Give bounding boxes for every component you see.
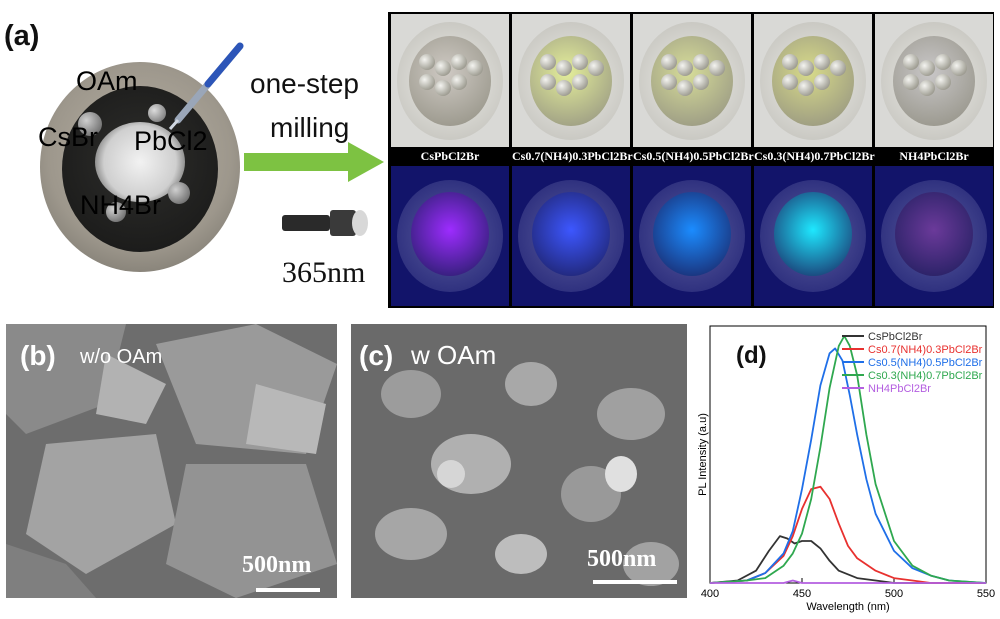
label-nh4br: NH4Br <box>80 190 162 220</box>
sample-photo-uv <box>754 166 872 306</box>
panel-b-label: (b) <box>20 340 56 371</box>
series-line <box>709 335 987 584</box>
sample-caption: Cs0.7(NH4)0.3PbCl2Br <box>512 147 633 165</box>
arrow-icon <box>244 142 384 182</box>
label-csbr: CsBr <box>38 122 98 152</box>
sample-photo-visible <box>754 14 872 147</box>
legend-entry: NH4PbCl2Br <box>868 383 931 395</box>
series-line <box>709 347 987 584</box>
plot-frame <box>709 325 987 584</box>
sample-photo-visible <box>512 14 630 147</box>
legend-entry: Cs0.7(NH4)0.3PbCl2Br <box>868 344 983 356</box>
mortar-photo <box>40 62 240 282</box>
x-tick-label: 500 <box>885 588 903 600</box>
panel-d-label: (d) <box>736 342 767 369</box>
legend-entry: Cs0.3(NH4)0.7PbCl2Br <box>868 370 983 382</box>
sample-photo-visible <box>633 14 751 147</box>
sample-photo-uv <box>633 166 751 306</box>
sample-photo-uv <box>875 166 993 306</box>
uv-wavelength: 365nm <box>282 256 366 289</box>
sample-photo-uv <box>391 166 509 306</box>
process-text-1: one-step <box>250 68 359 99</box>
sample-caption: NH4PbCl2Br <box>875 147 993 165</box>
panel-a-label: (a) <box>4 20 40 52</box>
sample-caption: CsPbCl2Br <box>391 147 509 165</box>
pipette-icon <box>168 42 244 130</box>
scale-label-b: 500nm <box>242 552 312 578</box>
sample-photo-visible <box>391 14 509 147</box>
label-pbcl2: PbCl2 <box>134 126 208 156</box>
legend-entry: Cs0.5(NH4)0.5PbCl2Br <box>868 357 983 369</box>
sem-image-b: (b) w/o OAm 500nm <box>6 324 337 598</box>
pl-spectrum-chart: 400 450 500 550 Wavelength (nm) PL Intensity … <box>697 325 995 613</box>
x-tick-label: 450 <box>793 588 811 600</box>
scale-label-c: 500nm <box>587 546 657 572</box>
series-line <box>710 579 986 584</box>
panel-c-label: (c) <box>359 340 394 371</box>
sample-caption: Cs0.5(NH4)0.5PbCl2Br <box>633 147 754 165</box>
panel-c-subtitle: w OAm <box>411 340 497 370</box>
sample-caption: Cs0.3(NH4)0.7PbCl2Br <box>754 147 875 165</box>
sample-photo-uv <box>512 166 630 306</box>
x-axis-label: Wavelength (nm) <box>806 601 889 613</box>
x-tick-label: 400 <box>701 588 719 600</box>
sem-image-c: (c) w OAm 500nm <box>351 324 687 598</box>
series-line <box>709 485 986 584</box>
scale-bar-b <box>256 588 320 592</box>
sample-photo-visible <box>875 14 993 147</box>
scale-bar-c <box>593 580 677 584</box>
x-tick-label: 550 <box>977 588 995 600</box>
flashlight-icon <box>282 210 368 236</box>
process-text-2: milling <box>270 112 350 143</box>
legend-entry: CsPbCl2Br <box>868 331 923 343</box>
y-axis-label: PL Intensity (a.u) <box>697 413 709 496</box>
panel-b-subtitle: w/o OAm <box>80 346 163 368</box>
label-oam: OAm <box>76 66 138 96</box>
